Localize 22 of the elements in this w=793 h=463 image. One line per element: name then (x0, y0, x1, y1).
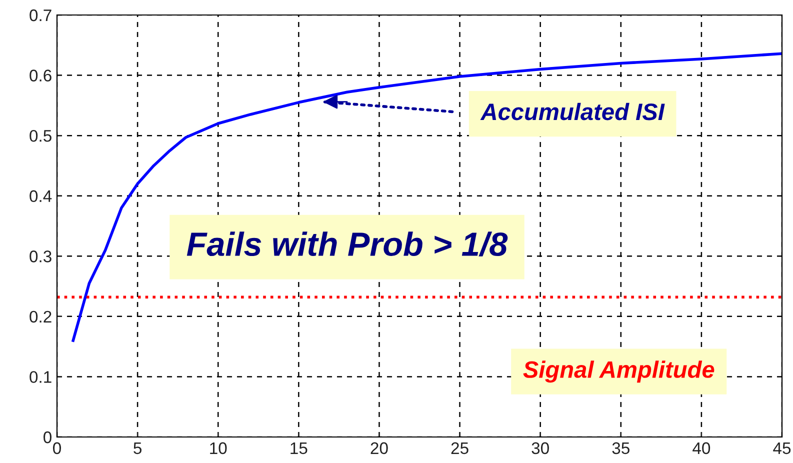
x-tick-label: 25 (451, 442, 468, 454)
y-tick-label: 0.7 (30, 9, 52, 22)
ref-line-label: Signal Amplitude (523, 360, 714, 383)
x-tick-label: 5 (134, 442, 142, 454)
x-tick-label: 35 (612, 442, 630, 454)
y-tick-label: 0 (44, 431, 52, 444)
y-tick-label: 0.1 (30, 371, 52, 383)
y-tick-label: 0.5 (30, 130, 52, 142)
y-tick-label: 0.2 (30, 310, 52, 323)
x-tick-label: 0 (53, 442, 61, 454)
y-tick-label: 0.6 (30, 70, 52, 82)
x-tick-label: 20 (370, 442, 388, 454)
annotation: Accumulated ISI (480, 102, 665, 120)
line-series (72, 52, 782, 342)
y-tick-label: 0.3 (30, 250, 52, 262)
annotation: Fails with Prob > 1/8 (186, 232, 508, 256)
y-tick-label: 0.4 (30, 190, 52, 202)
x-tick-label: 40 (692, 442, 710, 454)
x-tick-label: 30 (532, 442, 549, 454)
x-tick-label: 45 (773, 442, 791, 454)
x-tick-label: 10 (210, 442, 227, 454)
x-tick-label: 15 (290, 442, 308, 454)
